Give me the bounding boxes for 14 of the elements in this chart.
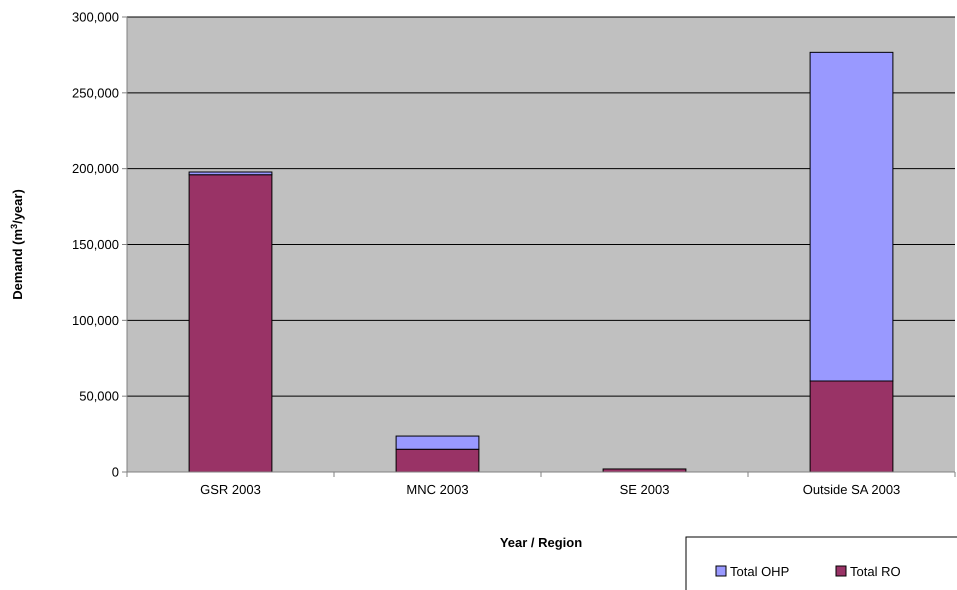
legend-label: Total RO bbox=[850, 564, 901, 579]
y-tick-label: 100,000 bbox=[72, 312, 119, 328]
x-tick-label: GSR 2003 bbox=[200, 482, 261, 497]
y-tick-label: 250,000 bbox=[72, 85, 119, 100]
x-tick-label: SE 2003 bbox=[620, 482, 670, 497]
x-axis-title: Year / Region bbox=[500, 535, 582, 550]
y-tick-label: 50,000 bbox=[79, 388, 119, 404]
x-tick-label: MNC 2003 bbox=[406, 482, 469, 497]
legend-label: Total OHP bbox=[730, 564, 790, 579]
y-tick-label: 0 bbox=[112, 464, 119, 480]
x-tick-label: Outside SA 2003 bbox=[802, 482, 900, 497]
y-tick-label: 300,000 bbox=[72, 10, 119, 25]
y-tick-label: 150,000 bbox=[72, 237, 119, 252]
y-tick-label: 200,000 bbox=[72, 161, 119, 176]
